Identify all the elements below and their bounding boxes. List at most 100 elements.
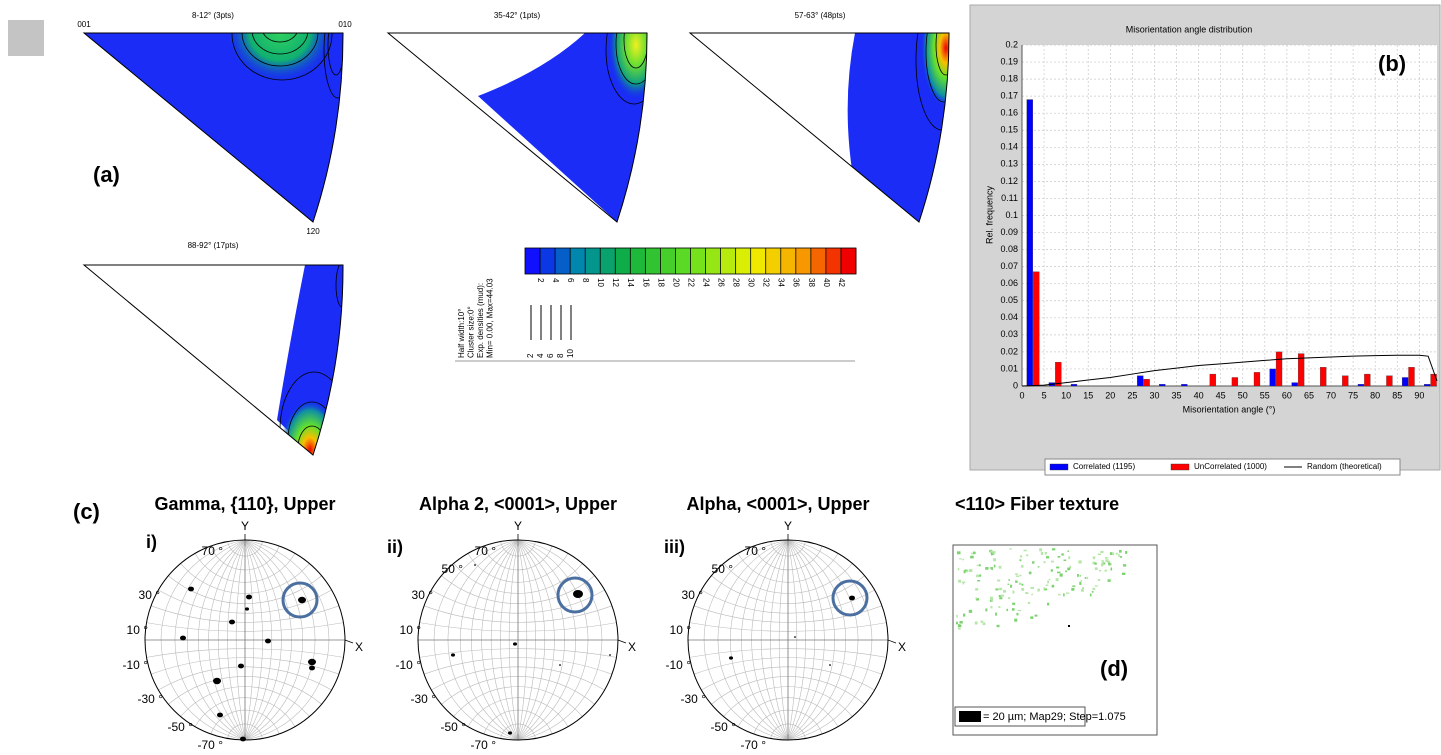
map-grain [1030, 616, 1033, 619]
map-grain [1028, 602, 1030, 604]
pole-figure: Gamma, {110}, Upperi)YX70 °30 °10 °-10 °… [123, 494, 363, 752]
colorbar-tick-label: 4 [551, 278, 560, 283]
x-tick-label: 80 [1370, 390, 1380, 400]
map-grain [1026, 554, 1028, 556]
ipf-1 [80, 0, 352, 230]
map-grain [1032, 561, 1035, 563]
map-grain [1014, 619, 1017, 622]
x-tick-label: 50 [1238, 390, 1248, 400]
bar [1071, 384, 1077, 386]
y-tick-label: 0 [1013, 380, 1018, 390]
bar [1181, 384, 1187, 386]
map-grain [1092, 588, 1095, 590]
panel-label: (d) [1100, 656, 1128, 681]
colorbar-segment [721, 248, 737, 274]
colorbar-tick-label: 34 [777, 278, 786, 287]
y-tick-label: 0.04 [1000, 312, 1018, 322]
y-tick-label: 0.18 [1000, 73, 1018, 83]
y-tick-label: 0.06 [1000, 278, 1018, 288]
map-grain [1009, 548, 1011, 549]
map-grain [958, 580, 961, 583]
colorbar-segment [675, 248, 691, 274]
map-grain [1015, 580, 1017, 581]
x-tick-label: 65 [1304, 390, 1314, 400]
map-grain [1058, 594, 1061, 596]
colorbar-segment [630, 248, 646, 274]
y-tick-label: 0.01 [1000, 363, 1018, 373]
y-tick-label: 0.16 [1000, 108, 1018, 118]
x-tick-label: 75 [1348, 390, 1358, 400]
map-grain [1046, 585, 1049, 586]
map-grain [1008, 597, 1010, 599]
map-grain [1025, 592, 1028, 594]
colorbar-tick-label: 8 [581, 278, 590, 283]
colorbar-segment [585, 248, 601, 274]
map-grain [958, 568, 960, 570]
x-tick-label: 10 [1061, 390, 1071, 400]
map-grain [1085, 577, 1087, 579]
x-tick-label: 15 [1083, 390, 1093, 400]
map-grain [990, 567, 992, 568]
map-grain [1065, 570, 1067, 572]
map-grain [977, 565, 979, 566]
map-grain [1108, 563, 1110, 566]
chart-title: Misorientation angle distribution [1126, 24, 1253, 34]
pole-point [829, 664, 831, 666]
latitude-label: 50 ° [442, 562, 464, 576]
map-grain [1066, 592, 1069, 593]
map-grain [981, 621, 984, 623]
legend-label: UnCorrelated (1000) [1194, 462, 1267, 471]
latitude-label: -50 ° [711, 720, 737, 734]
y-tick-label: 0.1 [1005, 210, 1018, 220]
bar [1364, 374, 1370, 386]
map-grain [991, 552, 993, 555]
colorbar-segment [841, 248, 857, 274]
map-grain [975, 622, 978, 625]
contour-label: 4 [536, 353, 545, 358]
y-tick-label: 0.15 [1000, 125, 1018, 135]
bar [1342, 376, 1348, 386]
map-grain [1119, 550, 1122, 553]
latitude-label: 70 ° [475, 544, 497, 558]
pole-point [308, 659, 316, 665]
colorbar-segment [751, 248, 767, 274]
legend-info: Min= 0.00, Max=44.03 [486, 278, 495, 358]
map-grain [998, 606, 1000, 608]
ipf-title: 88-92° (17pts) [188, 241, 239, 250]
pole-point [188, 587, 194, 592]
colorbar-tick-label: 28 [732, 278, 741, 287]
map-grain [1116, 553, 1118, 555]
map-grain [1079, 582, 1081, 585]
page: 8-12° (3pts) 35-42° (1pts) 57-63° (48pts… [0, 0, 1441, 755]
map-grain [1046, 556, 1049, 558]
map-grain [971, 553, 973, 555]
map-grain [1061, 553, 1063, 555]
map-grain [1021, 588, 1024, 591]
map-grain [969, 569, 972, 572]
latitude-label: 30 ° [412, 588, 434, 602]
bar [1424, 384, 1430, 386]
map-grain [976, 575, 979, 577]
map-grain [962, 559, 964, 560]
y-tick-label: 0.11 [1001, 193, 1018, 203]
map-grain [979, 564, 981, 566]
pole-point [794, 636, 796, 638]
map-grain [1120, 556, 1122, 558]
map-grain [1101, 563, 1104, 566]
bar [1027, 100, 1033, 386]
legend-info: Cluster size:0° [467, 306, 476, 358]
colorbar-tick-label: 10 [596, 278, 605, 287]
x-tick-label: 70 [1326, 390, 1336, 400]
map-grain [1067, 551, 1069, 552]
ipf-2 [385, 0, 664, 230]
colorbar-segment [570, 248, 586, 274]
map-grain [1123, 564, 1126, 566]
map-grain [1080, 575, 1082, 576]
pole-point [180, 636, 186, 641]
pole-point [508, 731, 512, 734]
map-grain [1044, 561, 1046, 563]
colorbar-tick-label: 26 [716, 278, 725, 287]
bar [1358, 384, 1364, 386]
net-index: iii) [664, 537, 685, 557]
